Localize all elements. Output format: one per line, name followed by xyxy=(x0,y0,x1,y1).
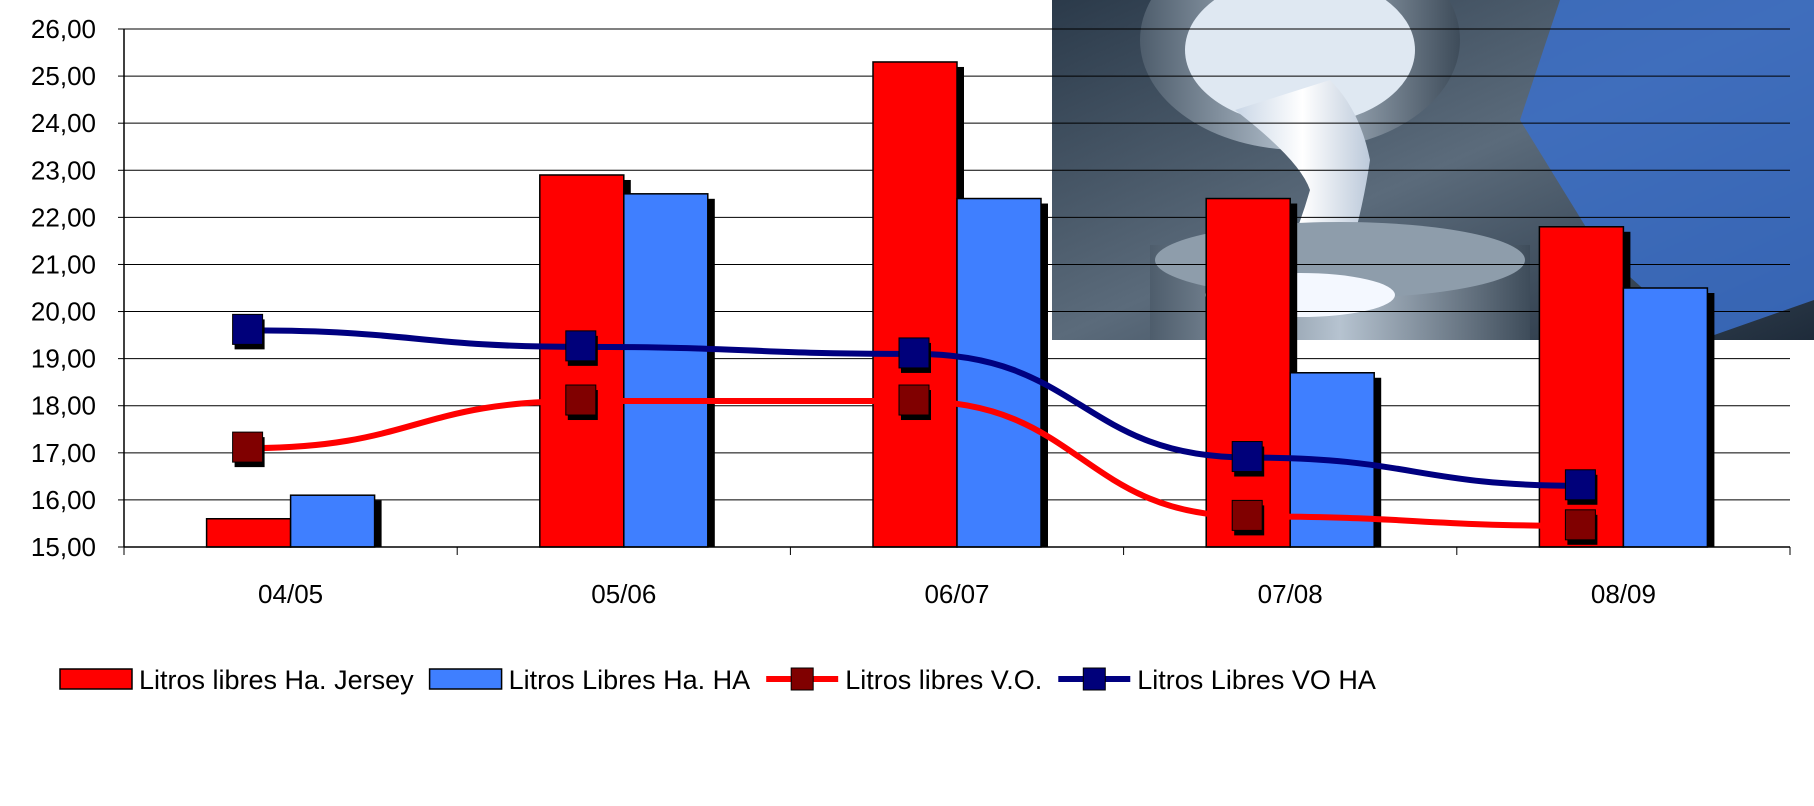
bar xyxy=(205,517,292,548)
y-tick-label: 26,00 xyxy=(31,14,96,44)
y-tick-label: 15,00 xyxy=(31,532,96,562)
y-tick-label: 25,00 xyxy=(31,61,96,91)
y-tick-label: 18,00 xyxy=(31,391,96,421)
data-marker xyxy=(565,384,597,416)
data-marker xyxy=(898,384,930,416)
x-tick-label: 06/07 xyxy=(924,579,989,609)
y-tick-label: 16,00 xyxy=(31,485,96,515)
bar xyxy=(1622,287,1709,548)
legend-item: Litros Libres VO HA xyxy=(1058,665,1376,695)
bar xyxy=(289,494,376,548)
legend-swatch xyxy=(59,668,133,690)
bar xyxy=(872,61,958,548)
y-tick-label: 21,00 xyxy=(31,249,96,279)
legend-marker xyxy=(790,667,814,691)
y-tick-label: 22,00 xyxy=(31,202,96,232)
bar xyxy=(623,193,709,548)
legend-item: Litros Libres Ha. HA xyxy=(428,665,751,695)
data-marker xyxy=(1231,499,1263,531)
x-tick-label: 04/05 xyxy=(258,579,323,609)
legend-label: Litros Libres Ha. HA xyxy=(509,665,751,695)
x-tick-label: 08/09 xyxy=(1591,579,1656,609)
data-marker xyxy=(232,313,264,345)
y-tick-label: 24,00 xyxy=(31,108,96,138)
legend-swatch xyxy=(428,668,503,690)
legend-item: Litros libres V.O. xyxy=(766,665,1042,695)
data-marker xyxy=(898,337,930,369)
data-marker xyxy=(1231,441,1263,473)
y-tick-label: 20,00 xyxy=(31,297,96,327)
data-marker xyxy=(565,330,597,362)
y-tick-label: 19,00 xyxy=(31,344,96,374)
legend-marker xyxy=(1082,667,1106,691)
data-marker xyxy=(232,431,264,463)
x-tick-label: 05/06 xyxy=(591,579,656,609)
legend-item: Litros libres Ha. Jersey xyxy=(59,665,414,695)
data-marker xyxy=(1564,509,1596,541)
bar xyxy=(539,174,625,548)
data-marker xyxy=(1564,469,1596,501)
x-tick-label: 07/08 xyxy=(1258,579,1323,609)
legend-label: Litros Libres VO HA xyxy=(1137,665,1376,695)
bar xyxy=(1205,197,1291,548)
photo-pitcher-milk xyxy=(1185,0,1415,125)
legend-label: Litros libres V.O. xyxy=(845,665,1042,695)
bar xyxy=(956,197,1042,548)
y-tick-label: 17,00 xyxy=(31,438,96,468)
legend-label: Litros libres Ha. Jersey xyxy=(139,665,414,695)
y-tick-label: 23,00 xyxy=(31,155,96,185)
